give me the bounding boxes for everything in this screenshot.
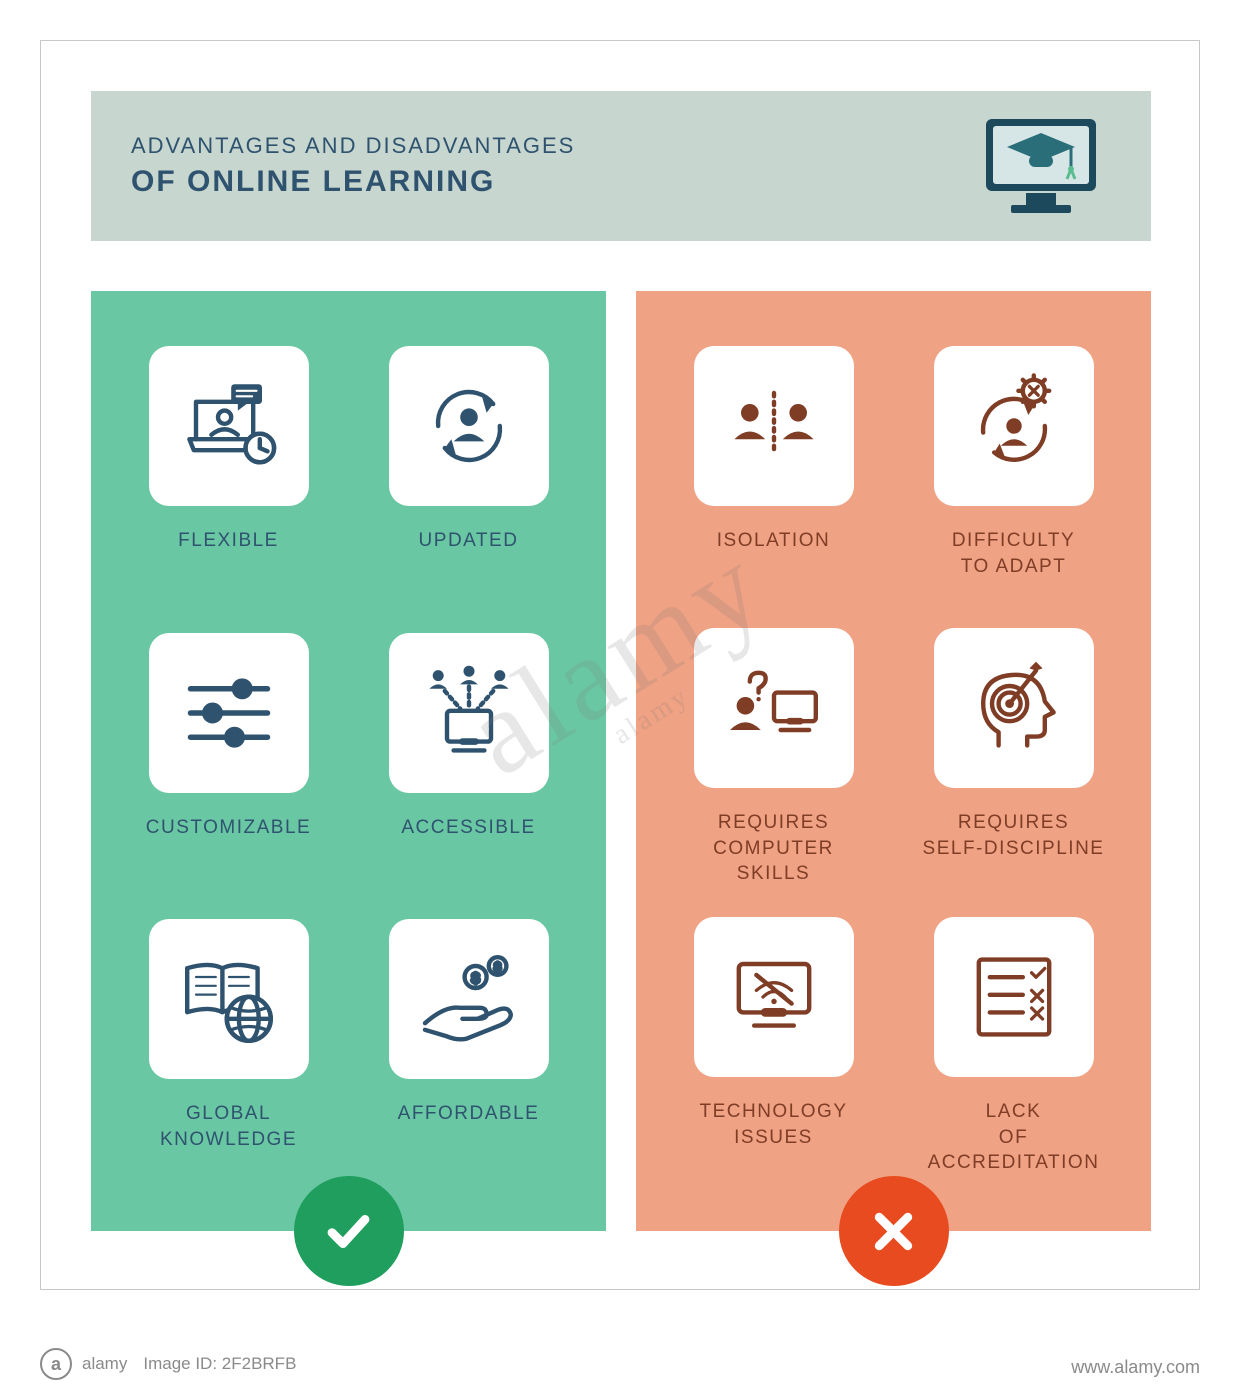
person-refresh-arrows-icon xyxy=(414,371,524,481)
dis-item-difficulty-adapt: DIFFICULTY TO ADAPT xyxy=(916,346,1111,598)
footer-right: www.alamy.com xyxy=(1071,1357,1200,1378)
adv-item-accessible: ACCESSIBLE xyxy=(371,633,566,890)
svg-text:$: $ xyxy=(471,971,479,986)
label: ISOLATION xyxy=(717,528,830,554)
advantages-grid: FLEXIBLE UPDATED xyxy=(131,346,566,1176)
monitor-no-wifi-icon xyxy=(719,942,829,1052)
label: REQUIRES SELF-DISCIPLINE xyxy=(923,810,1105,861)
disadvantages-grid: ISOLATION xyxy=(676,346,1111,1176)
monitor-people-connect-icon xyxy=(414,658,524,768)
svg-text:$: $ xyxy=(494,962,500,974)
tile xyxy=(149,346,309,506)
footer-left: a alamy Image ID: 2F2BRFB xyxy=(40,1348,296,1380)
infographic-frame: ADVANTAGES AND DISADVANTAGES OF ONLINE L… xyxy=(40,40,1200,1290)
adv-item-customizable: CUSTOMIZABLE xyxy=(131,633,326,890)
check-icon xyxy=(321,1204,376,1259)
header-text: ADVANTAGES AND DISADVANTAGES OF ONLINE L… xyxy=(131,133,575,199)
sliders-icon xyxy=(174,658,284,768)
header-bar: ADVANTAGES AND DISADVANTAGES OF ONLINE L… xyxy=(91,91,1151,241)
tile xyxy=(149,919,309,1079)
adv-item-affordable: $ $ AFFORDABLE xyxy=(371,919,566,1176)
disadvantages-panel: ISOLATION xyxy=(636,291,1151,1231)
footer-image-id: Image ID: 2F2BRFB xyxy=(143,1354,296,1374)
check-badge xyxy=(294,1176,404,1286)
tile xyxy=(934,628,1094,788)
dis-item-self-discipline: REQUIRES SELF-DISCIPLINE xyxy=(916,628,1111,887)
dis-item-technology-issues: TECHNOLOGY ISSUES xyxy=(676,917,871,1176)
cross-badge xyxy=(839,1176,949,1286)
tile xyxy=(694,346,854,506)
panels-row: FLEXIBLE UPDATED xyxy=(91,291,1151,1231)
cross-icon xyxy=(866,1204,921,1259)
label: CUSTOMIZABLE xyxy=(146,815,311,841)
label: TECHNOLOGY ISSUES xyxy=(676,1099,871,1150)
tile xyxy=(694,628,854,788)
tile xyxy=(389,346,549,506)
head-target-arrow-icon xyxy=(959,653,1069,763)
label: LACK OF ACCREDITATION xyxy=(916,1099,1111,1176)
book-globe-icon xyxy=(174,944,284,1054)
header-subtitle: ADVANTAGES AND DISADVANTAGES xyxy=(131,133,575,159)
hand-coins-icon: $ $ xyxy=(414,944,524,1054)
label: DIFFICULTY TO ADAPT xyxy=(952,528,1075,579)
alamy-logo-icon: a xyxy=(40,1348,72,1380)
footer-brand: alamy xyxy=(82,1354,127,1374)
tile xyxy=(389,633,549,793)
label: REQUIRES COMPUTER SKILLS xyxy=(676,810,871,887)
header-title: OF ONLINE LEARNING xyxy=(131,165,575,199)
two-people-divider-icon xyxy=(719,371,829,481)
laptop-person-chat-clock-icon xyxy=(174,371,284,481)
person-question-monitor-icon xyxy=(719,653,829,763)
tile xyxy=(694,917,854,1077)
tile xyxy=(149,633,309,793)
advantages-panel: FLEXIBLE UPDATED xyxy=(91,291,606,1231)
tile xyxy=(934,917,1094,1077)
dis-item-isolation: ISOLATION xyxy=(676,346,871,598)
dis-item-computer-skills: REQUIRES COMPUTER SKILLS xyxy=(676,628,871,887)
label: AFFORDABLE xyxy=(398,1101,540,1127)
label: UPDATED xyxy=(419,528,519,554)
dis-item-accreditation: LACK OF ACCREDITATION xyxy=(916,917,1111,1176)
label: FLEXIBLE xyxy=(178,528,279,554)
checklist-x-icon xyxy=(959,942,1069,1052)
adv-item-updated: UPDATED xyxy=(371,346,566,603)
tile: $ $ xyxy=(389,919,549,1079)
adv-item-flexible: FLEXIBLE xyxy=(131,346,326,603)
label: GLOBAL KNOWLEDGE xyxy=(131,1101,326,1152)
label: ACCESSIBLE xyxy=(401,815,535,841)
monitor-graduation-icon xyxy=(971,111,1111,221)
tile xyxy=(934,346,1094,506)
person-gear-x-arrows-icon xyxy=(959,371,1069,481)
adv-item-global-knowledge: GLOBAL KNOWLEDGE xyxy=(131,919,326,1176)
